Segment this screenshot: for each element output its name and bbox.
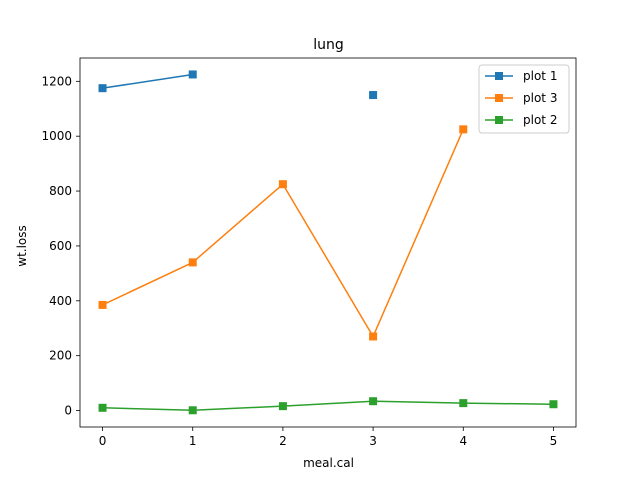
y-tick-label: 200 xyxy=(49,349,72,363)
data-point xyxy=(369,91,378,100)
x-tick-label: 2 xyxy=(279,434,287,448)
data-point xyxy=(98,84,107,93)
x-tick-label: 5 xyxy=(550,434,558,448)
axes-frame xyxy=(79,57,577,428)
legend-marker xyxy=(495,72,503,80)
y-tick-label: 0 xyxy=(64,404,72,418)
legend-label: plot 3 xyxy=(523,91,557,105)
x-tick-label: 1 xyxy=(189,434,197,448)
chart-title: lung xyxy=(313,37,344,53)
y-tick-label: 1000 xyxy=(41,129,72,143)
y-tick-label: 600 xyxy=(49,239,72,253)
data-point xyxy=(459,399,468,408)
data-point xyxy=(278,180,287,189)
x-tick-label: 3 xyxy=(369,434,377,448)
x-tick-label: 0 xyxy=(99,434,107,448)
data-point xyxy=(278,402,287,411)
legend-marker xyxy=(495,94,503,102)
plot-area: 0 1 2 3 4 5 0 200 400 600 800 1000 1200 xyxy=(41,57,577,448)
x-tick-label: 4 xyxy=(459,434,467,448)
legend-label: plot 2 xyxy=(523,113,557,127)
data-point xyxy=(98,300,107,309)
y-tick-label: 1200 xyxy=(41,74,72,88)
x-axis-label: meal.cal xyxy=(303,456,354,470)
y-tick-label: 800 xyxy=(49,184,72,198)
legend-marker xyxy=(495,116,503,124)
series-line xyxy=(102,129,464,338)
data-point xyxy=(188,258,197,267)
series-line xyxy=(102,73,193,89)
y-axis-label: wt.loss xyxy=(15,225,29,267)
data-point xyxy=(188,70,197,79)
data-point xyxy=(549,400,558,409)
legend: plot 1 plot 3 plot 2 xyxy=(478,64,570,134)
legend-label: plot 1 xyxy=(523,69,557,83)
data-point xyxy=(98,403,107,412)
data-point xyxy=(369,332,378,341)
data-point xyxy=(188,406,197,415)
series-plot-3 xyxy=(98,125,468,341)
series-plot-2 xyxy=(98,397,558,415)
data-point xyxy=(369,397,378,406)
y-tick-label: 400 xyxy=(49,294,72,308)
series-line xyxy=(102,400,554,412)
data-point xyxy=(459,125,468,134)
series-plot-1 xyxy=(98,70,378,100)
